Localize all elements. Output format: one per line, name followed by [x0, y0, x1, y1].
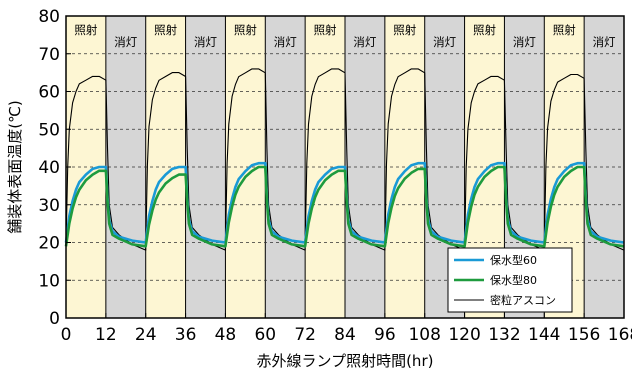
- period-label: 照射: [314, 23, 337, 37]
- x-tick-label: 36: [175, 325, 197, 345]
- y-tick-label: 80: [38, 7, 60, 27]
- x-axis-title: 赤外線ランプ照射時間(hr): [257, 352, 434, 370]
- x-tick-label: 156: [568, 325, 600, 345]
- period-label: 照射: [74, 23, 97, 37]
- legend-label: 保水型80: [490, 273, 537, 287]
- y-tick-label: 60: [38, 83, 60, 103]
- x-tick-label: 84: [334, 325, 356, 345]
- x-tick-label: 144: [528, 325, 560, 345]
- period-label: 照射: [154, 23, 177, 37]
- legend-label: 密粒アスコン: [490, 293, 556, 307]
- y-tick-label: 30: [38, 196, 60, 216]
- y-tick-labels: 0 10 20 30 40 50 60 70 80: [38, 7, 71, 329]
- y-tick-label: 20: [38, 234, 60, 254]
- period-label: 消灯: [194, 35, 217, 49]
- legend-label: 保水型60: [490, 253, 537, 267]
- y-tick-label: 50: [38, 120, 60, 140]
- y-tick-label: 70: [38, 45, 60, 65]
- series-line: [65, 68, 625, 251]
- period-label: 消灯: [433, 35, 456, 49]
- period-label: 照射: [393, 23, 416, 37]
- series-lines: [64, 68, 625, 251]
- series-line: [64, 161, 625, 244]
- x-tick-label: 96: [374, 325, 396, 345]
- x-tick-label: 24: [135, 325, 157, 345]
- x-tick-label: 120: [448, 325, 480, 345]
- period-label: 消灯: [593, 35, 616, 49]
- y-tick-label: 10: [38, 271, 60, 291]
- series-line: [64, 165, 625, 248]
- period-label: 消灯: [274, 35, 297, 49]
- legend: 保水型60 保水型80 密粒アスコン: [447, 247, 573, 313]
- x-tick-label: 108: [408, 325, 440, 345]
- period-label: 照射: [473, 23, 496, 37]
- y-tick-label: 40: [38, 158, 60, 178]
- y-tick-label: 0: [49, 309, 60, 329]
- period-label: 照射: [553, 23, 576, 37]
- x-tick-label: 0: [61, 325, 72, 345]
- period-label: 照射: [234, 23, 257, 37]
- period-label: 消灯: [114, 35, 137, 49]
- x-tick-label: 48: [215, 325, 237, 345]
- x-tick-labels: 0 12 24 36 48 60 72 84 96 108 120 132 144 156 168: [61, 313, 632, 345]
- period-label: 消灯: [353, 35, 376, 49]
- x-tick-label: 72: [294, 325, 316, 345]
- x-tick-label: 132: [488, 325, 520, 345]
- period-label: 消灯: [513, 35, 536, 49]
- x-tick-label: 168: [608, 325, 632, 345]
- y-axis-title: 舗装体表面温度(℃): [6, 100, 24, 234]
- x-tick-label: 12: [95, 325, 117, 345]
- x-tick-label: 60: [254, 325, 276, 345]
